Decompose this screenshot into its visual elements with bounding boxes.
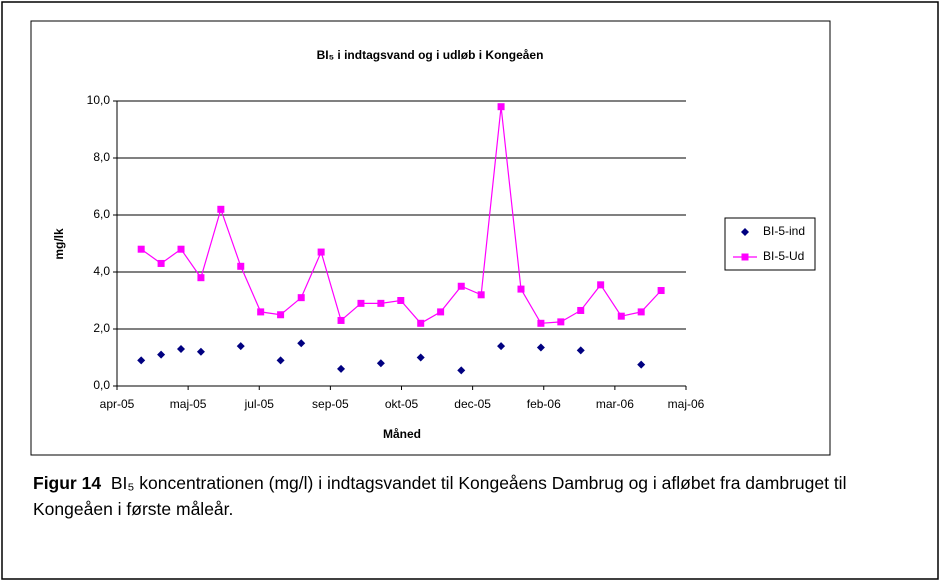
chart-title: BI₅ i indtagsvand og i udløb i Kongeåen (317, 48, 544, 62)
legend-marker (741, 253, 749, 261)
x-tick-label: apr-05 (100, 397, 135, 411)
data-point (397, 297, 405, 304)
data-point (497, 342, 506, 351)
data-point (297, 294, 305, 302)
data-point (337, 316, 345, 324)
data-point (357, 299, 365, 307)
data-point (277, 311, 285, 319)
x-tick-label: jul-05 (244, 397, 275, 411)
chart-frame (30, 20, 831, 456)
data-point (317, 248, 325, 256)
data-point (157, 259, 165, 267)
caption-text: BI₅ koncentrationen (mg/l) i indtagsvand… (33, 473, 847, 519)
data-point (576, 346, 585, 355)
x-tick-label: dec-05 (454, 397, 491, 411)
x-axis-label: Måned (383, 427, 421, 441)
data-point (637, 308, 645, 316)
x-tick-label: sep-05 (312, 397, 349, 411)
y-tick-label: 4,0 (93, 264, 110, 278)
data-point (236, 342, 245, 351)
data-point (577, 306, 585, 314)
y-tick-label: 6,0 (93, 207, 110, 221)
data-point (276, 356, 285, 365)
data-point (457, 366, 466, 375)
data-point (297, 339, 306, 348)
y-axis-label: mg/lk (52, 228, 66, 260)
data-point (196, 347, 205, 356)
data-point (217, 205, 225, 213)
data-point (377, 299, 385, 307)
x-tick-label: feb-06 (527, 397, 561, 411)
data-point (597, 281, 605, 289)
x-tick-label: maj-06 (668, 397, 705, 411)
y-tick-label: 10,0 (87, 93, 111, 107)
legend-marker (741, 228, 749, 236)
data-point (437, 308, 445, 316)
data-point (177, 245, 185, 253)
data-point (417, 319, 425, 327)
caption: Figur 14 BI₅ koncentrationen (mg/l) i in… (33, 470, 923, 522)
data-point (337, 364, 346, 373)
data-point (637, 360, 646, 369)
data-point (457, 282, 465, 290)
data-point (477, 291, 485, 299)
data-point (376, 359, 385, 368)
y-tick-label: 8,0 (93, 150, 110, 164)
y-tick-label: 0,0 (93, 378, 110, 392)
caption-label: Figur 14 (33, 473, 102, 493)
data-point (537, 319, 545, 327)
data-point (197, 274, 205, 282)
data-point (137, 245, 145, 253)
x-tick-label: okt-05 (385, 397, 419, 411)
data-point (517, 285, 525, 293)
data-point (617, 312, 625, 320)
data-point (657, 287, 665, 295)
legend-label: BI-5-Ud (763, 249, 804, 263)
data-point (157, 350, 166, 359)
data-point (177, 344, 186, 353)
data-point (137, 356, 146, 365)
data-point (237, 262, 245, 270)
data-point (497, 103, 505, 111)
data-point (416, 353, 425, 362)
x-tick-label: maj-05 (170, 397, 207, 411)
data-point (257, 308, 265, 316)
legend-box (724, 217, 816, 271)
data-point (536, 343, 545, 352)
x-tick-label: mar-06 (596, 397, 634, 411)
data-point (557, 318, 565, 326)
legend-label: BI-5-ind (763, 224, 805, 238)
y-tick-label: 2,0 (93, 321, 110, 335)
